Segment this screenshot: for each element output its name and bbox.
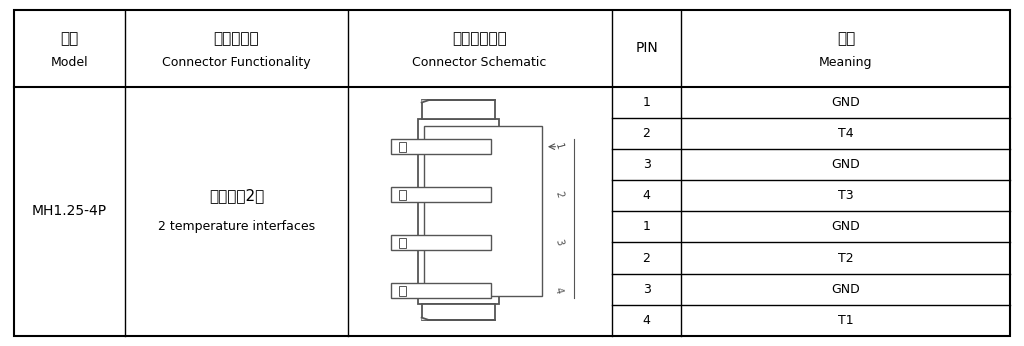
Bar (398, 190, 406, 200)
Text: 3: 3 (643, 158, 650, 171)
Text: 2 temperature interfaces: 2 temperature interfaces (158, 220, 315, 233)
Text: 3: 3 (553, 238, 564, 247)
Text: 1: 1 (553, 143, 564, 151)
Bar (422, 100, 496, 119)
Text: 温度接口2个: 温度接口2个 (209, 188, 264, 203)
Text: 1: 1 (643, 220, 650, 234)
Bar (398, 142, 406, 152)
Text: Meaning: Meaning (819, 55, 872, 69)
Text: Model: Model (50, 55, 88, 69)
Text: 2: 2 (553, 190, 564, 199)
Text: 3: 3 (643, 283, 650, 296)
Text: 4: 4 (553, 286, 564, 295)
Text: MH1.25-4P: MH1.25-4P (32, 204, 108, 218)
Bar (391, 187, 492, 202)
Text: GND: GND (831, 96, 860, 109)
Text: T4: T4 (838, 127, 854, 140)
Text: GND: GND (831, 158, 860, 171)
Text: 型号: 型号 (60, 31, 79, 46)
Text: T2: T2 (838, 252, 854, 265)
Text: 接插件功能: 接插件功能 (214, 31, 259, 46)
Bar (391, 235, 492, 250)
Bar (391, 139, 492, 154)
Bar (424, 126, 543, 296)
Text: T1: T1 (838, 314, 854, 327)
Bar (418, 119, 500, 303)
Text: 接插件示意图: 接插件示意图 (453, 31, 507, 46)
Bar (391, 283, 492, 298)
Text: 1: 1 (643, 96, 650, 109)
Text: GND: GND (831, 220, 860, 234)
Text: 4: 4 (643, 189, 650, 202)
Text: 2: 2 (643, 252, 650, 265)
Bar (398, 286, 406, 296)
Text: Connector Schematic: Connector Schematic (413, 55, 547, 69)
Text: 2: 2 (643, 127, 650, 140)
Text: 含义: 含义 (837, 31, 855, 46)
Text: Connector Functionality: Connector Functionality (162, 55, 310, 69)
Bar (398, 238, 406, 248)
Polygon shape (422, 318, 428, 320)
Text: PIN: PIN (635, 41, 658, 55)
Text: 4: 4 (643, 314, 650, 327)
Polygon shape (422, 100, 428, 102)
Bar (422, 303, 496, 320)
Text: T3: T3 (838, 189, 854, 202)
Text: GND: GND (831, 283, 860, 296)
